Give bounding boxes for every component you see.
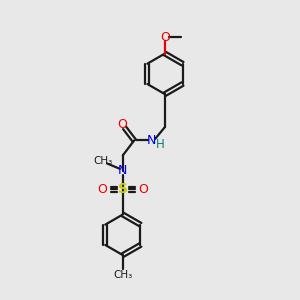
Text: O: O	[160, 31, 170, 44]
Text: N: N	[118, 164, 128, 177]
Text: S: S	[118, 182, 128, 197]
Text: O: O	[118, 118, 128, 130]
Text: CH₃: CH₃	[94, 156, 113, 166]
Text: O: O	[138, 183, 148, 196]
Text: O: O	[98, 183, 107, 196]
Text: CH₃: CH₃	[113, 269, 133, 280]
Text: H: H	[156, 137, 164, 151]
Text: N: N	[146, 134, 156, 147]
